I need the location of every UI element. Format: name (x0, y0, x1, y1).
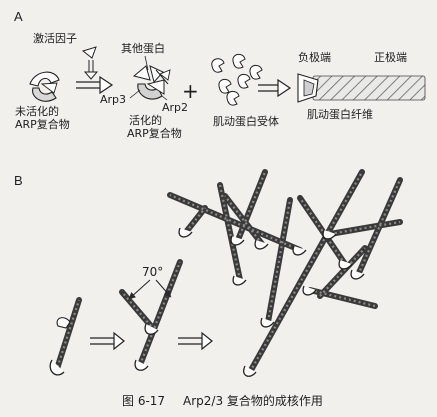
active-arp-complex-icon (132, 65, 171, 100)
arp-node-7 (322, 229, 337, 240)
stage-1-arp-bottom (49, 359, 65, 376)
minus-end-label: 负极端 (298, 50, 331, 64)
plus-end-label: 正极端 (374, 50, 407, 64)
panel-b-label: B (14, 173, 23, 188)
network-filaments-light (169, 171, 402, 373)
activator-icon (81, 46, 97, 59)
other-proteins-pointer (144, 55, 149, 71)
filament-label: 肌动蛋白纤维 (307, 107, 373, 121)
arp-node-8 (338, 259, 353, 270)
dendritic-network (167, 169, 403, 377)
arp3-pointer (129, 89, 141, 99)
inactive-arp-label-line2: ARP复合物 (15, 117, 70, 131)
stage-1-filament (49, 297, 82, 376)
angle-arrow-right (155, 279, 172, 298)
active-arp-label-line2: ARP复合物 (127, 126, 182, 140)
activation-right-arrow (76, 75, 114, 95)
activator-label: 激活因子 (33, 31, 77, 45)
figure-title: Arp2/3 复合物的成核作用 (183, 393, 323, 408)
arp-node-3 (232, 275, 247, 286)
arp2-label: Arp2 (162, 101, 188, 114)
inactive-arp-label-line1: 未活化的 (15, 104, 59, 118)
stage-2-arp-bottom (134, 359, 149, 371)
arp-node-4 (178, 227, 193, 238)
branch-angle-label: 70° (142, 265, 163, 279)
angle-arrow-left (128, 279, 151, 300)
actin-filament-icon (297, 73, 426, 103)
stage-1-arp-free (56, 317, 71, 329)
plus-sign: + (182, 79, 199, 103)
actin-monomers (211, 53, 263, 106)
figure-caption: 图 6-17 Arp2/3 复合物的成核作用 (122, 393, 323, 408)
inactive-arp-complex-icon (29, 71, 60, 102)
network-arp-complexes (178, 227, 365, 377)
stage-2-filament: 70° (119, 259, 183, 371)
polymerization-arrow (258, 78, 292, 98)
arp-node-6 (292, 245, 307, 256)
activation-down-arrow (83, 60, 99, 80)
arp-node-5 (254, 239, 269, 250)
arp3-label: Arp3 (100, 93, 126, 106)
active-arp-label-line1: 活化的 (129, 113, 162, 127)
panel-a-label: A (14, 9, 23, 24)
panel-b: B 70° (14, 169, 403, 377)
arp-node-10 (302, 285, 317, 296)
arp-node-11 (230, 235, 245, 246)
arp-node-1 (243, 365, 257, 377)
progression-arrow-1 (90, 331, 125, 351)
figure-number: 图 6-17 (122, 394, 165, 408)
actin-monomer-label: 肌动蛋白受体 (213, 114, 279, 128)
arp-node-2 (260, 317, 275, 328)
panel-a: A 激活因子 未活化的 ARP复合物 其他蛋白 (14, 9, 426, 140)
progression-arrow-2 (178, 331, 213, 351)
arp-node-9 (350, 269, 365, 280)
other-proteins-label: 其他蛋白 (121, 41, 165, 55)
stage-2-arp-branch (144, 323, 159, 335)
arp2-pointer (161, 95, 168, 101)
